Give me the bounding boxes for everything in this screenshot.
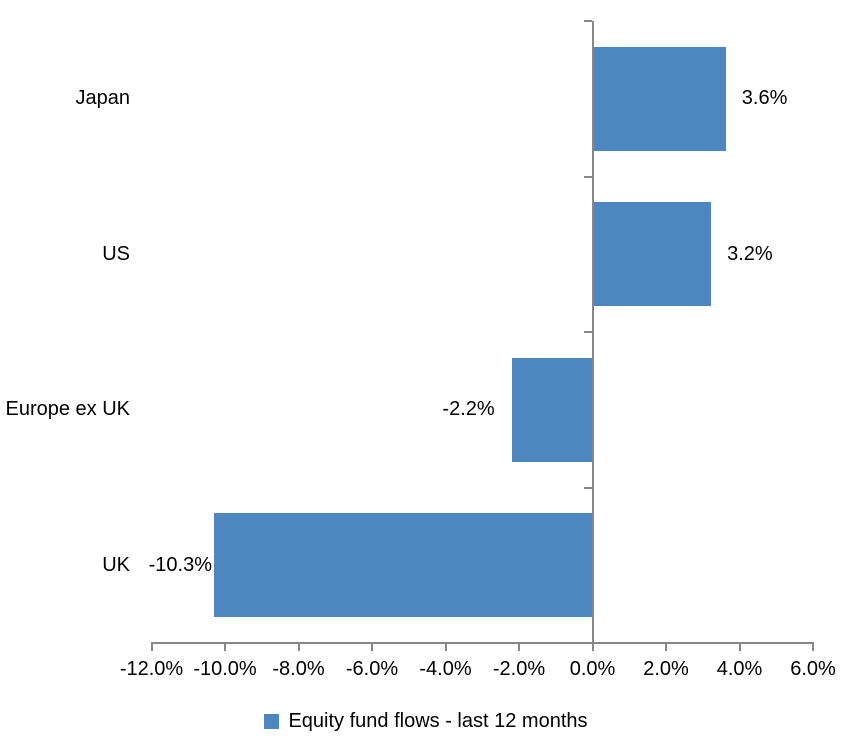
x-axis-tick [150, 642, 153, 651]
x-axis-tick-label: -2.0% [492, 658, 546, 680]
legend-swatch-icon [264, 713, 280, 729]
x-axis-line [150, 642, 814, 644]
x-axis-tick-label: 0.0% [569, 658, 616, 680]
x-axis-tick [297, 642, 300, 651]
bar [593, 46, 726, 151]
category-label: UK [102, 553, 130, 576]
x-axis-tick-label: 2.0% [643, 658, 689, 680]
x-axis-tick [224, 642, 226, 651]
x-axis-tick [518, 642, 520, 651]
x-axis-tick [665, 642, 667, 651]
x-axis-tick-label: -12.0% [119, 658, 184, 680]
bar [213, 513, 593, 618]
x-axis-tick-label: 6.0% [790, 658, 836, 680]
x-axis-tick [591, 642, 594, 651]
bar [593, 202, 712, 307]
category-label: Europe ex UK [5, 398, 130, 421]
chart-legend: Equity fund flows - last 12 months [0, 703, 852, 739]
x-axis-tick-label: 4.0% [716, 658, 763, 680]
category-label: Japan [75, 87, 131, 110]
x-axis-tick [444, 642, 447, 651]
bar [511, 357, 593, 462]
x-axis-tick [738, 642, 741, 651]
data-label: 3.6% [741, 87, 788, 110]
x-axis-tick-label: -10.0% [193, 658, 257, 680]
data-label: -10.3% [148, 553, 212, 576]
x-axis-tick [812, 642, 814, 651]
y-axis-tick [583, 642, 592, 644]
category-label: US [102, 242, 130, 265]
y-axis-tick [583, 331, 592, 333]
data-label: -2.2% [442, 398, 495, 421]
legend-label: Equity fund flows - last 12 months [288, 709, 588, 732]
x-axis-tick-label: -8.0% [272, 658, 325, 680]
y-axis-tick [583, 486, 592, 489]
data-label: 3.2% [727, 242, 773, 265]
x-axis-tick-label: -4.0% [419, 658, 472, 680]
y-axis-line [591, 21, 594, 643]
x-axis-tick-label: -6.0% [345, 658, 399, 680]
y-axis-tick [583, 175, 592, 178]
x-axis-tick [371, 642, 373, 651]
y-axis-tick [583, 20, 592, 22]
